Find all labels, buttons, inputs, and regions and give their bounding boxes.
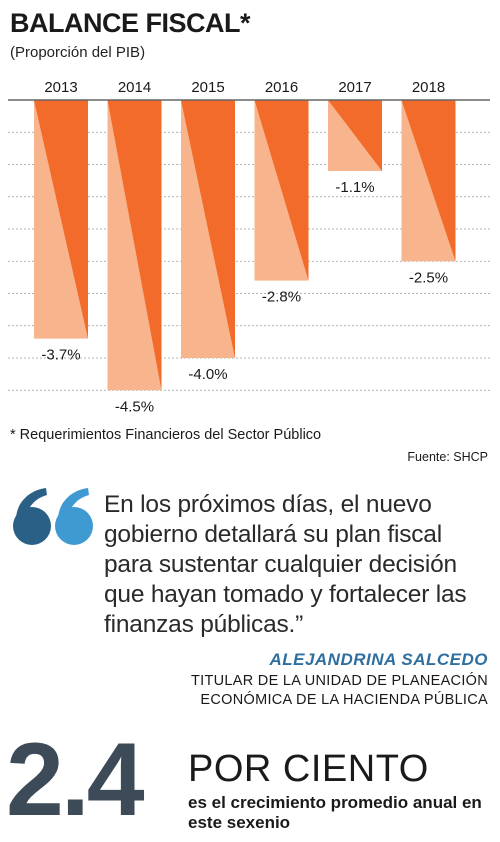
quote-text: En los próximos días, el nuevo gobierno … xyxy=(104,491,467,638)
bar-2013 xyxy=(34,100,88,339)
x-tick-label: 2013 xyxy=(44,79,77,96)
chart-title: BALANCE FISCAL* xyxy=(10,8,251,38)
chart-subtitle: (Proporción del PIB) xyxy=(10,44,146,61)
chart-footnote: * Requerimientos Financieros del Sector … xyxy=(10,427,322,443)
fiscal-balance-chart: 2013 -3.7% 2014 -4.5% 2015 -4.0% 2016 -2.8% 2017… xyxy=(8,79,490,415)
stat-unit: POR CIENTO xyxy=(188,748,429,790)
data-label: -2.5% xyxy=(409,269,448,286)
data-label: -4.5% xyxy=(115,398,154,415)
bar-2014 xyxy=(107,100,162,391)
x-tick-label: 2017 xyxy=(338,79,371,96)
bar-2016 xyxy=(254,100,309,281)
bar-2018 xyxy=(401,100,456,262)
data-label: -3.7% xyxy=(41,347,80,364)
bar-2015 xyxy=(181,100,235,358)
data-label: -1.1% xyxy=(335,179,374,196)
author-role: TITULAR DE LA UNIDAD DE PLANEACIÓN ECONÓ… xyxy=(190,673,488,708)
quote-icon xyxy=(13,488,93,545)
author-name: ALEJANDRINA SALCEDO xyxy=(269,650,488,669)
data-label: -2.8% xyxy=(262,289,301,306)
x-tick-label: 2016 xyxy=(265,79,298,96)
stat-number: 2.4 xyxy=(6,722,145,838)
x-tick-label: 2014 xyxy=(118,79,151,96)
data-label: -4.0% xyxy=(188,366,227,383)
x-tick-label: 2018 xyxy=(412,79,445,96)
x-tick-label: 2015 xyxy=(191,79,224,96)
stat-description: es el crecimiento promedio anual en este… xyxy=(188,793,482,832)
chart-source: Fuente: SHCP xyxy=(407,450,488,464)
